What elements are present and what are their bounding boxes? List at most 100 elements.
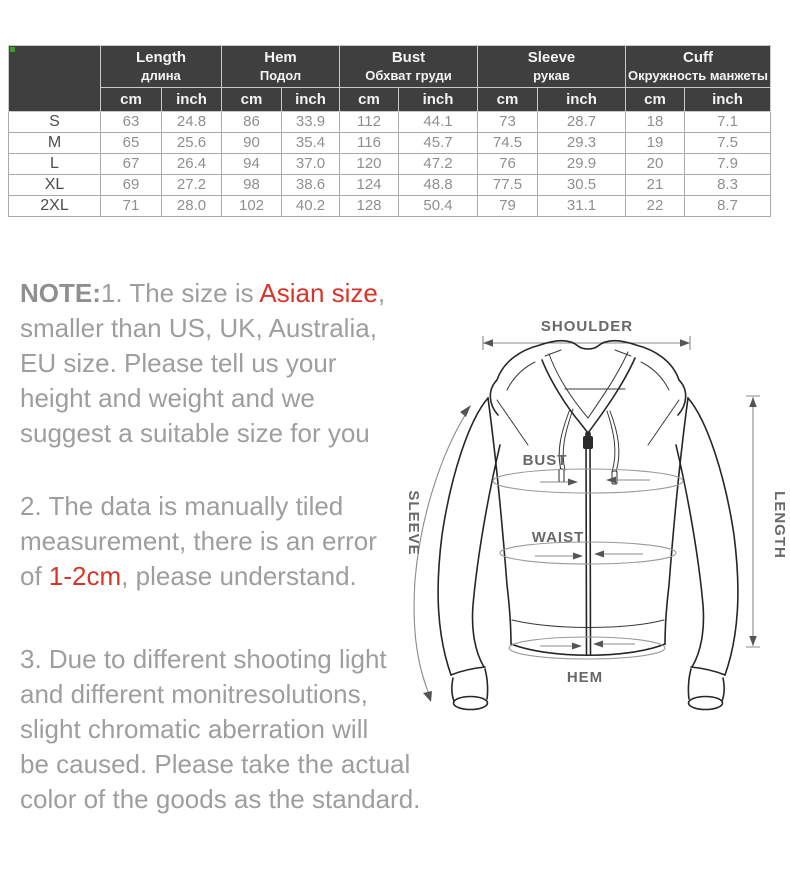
note-highlight: Asian size [259,278,378,308]
measurement-value: 90 [221,132,282,154]
note-text: smaller than US, UK, Australia, [20,313,377,343]
measurement-value: 29.3 [537,132,626,154]
measurement-value: 112 [339,111,399,133]
note-text: suggest a suitable size for you [20,418,370,448]
size-table: Length длина Hem Подол Bust Обхват груди Sleev… [8,45,771,217]
unit-cell-inch: inch [281,87,340,112]
hoodie-illustration: SHOULDER LENGTH SLEEVE [405,318,788,711]
measurement-value: 120 [339,153,399,175]
note-2: 2. The data is manually tiled measurement… [20,489,455,594]
size-name: XL [8,174,101,196]
measurement-value: 37.0 [281,153,340,175]
note-text: 3. Due to different shooting light [20,644,387,674]
note-text: , please understand. [121,561,357,591]
column-group-sleeve: Sleeve рукав [477,45,626,88]
note-text: , [377,278,386,308]
note-line: smaller than US, UK, Australia, [20,311,455,346]
unit-cell-cm: cm [477,87,538,112]
measurement-value: 67 [100,153,162,175]
column-title-ru: рукав [533,68,570,83]
column-title-en: Length [136,49,186,66]
measurement-value: 124 [339,174,399,196]
measurement-value: 63 [100,111,162,133]
size-name: 2XL [8,195,101,217]
unit-header-row: cm inch cm inch cm inch cm inch cm inch [9,87,771,112]
measurement-value: 73 [477,111,538,133]
measurement-value: 38.6 [281,174,340,196]
unit-cell-cm: cm [339,87,399,112]
size-row-2XL: 2XL 71 28.0 102 40.2 128 50.4 79 31.1 22 8.7 [8,195,771,217]
note-1: NOTE:1. The size is Asian size, smaller t… [20,276,455,451]
measurement-value: 7.9 [684,153,771,175]
note-text: slight chromatic aberration will [20,714,369,744]
measurement-header-row: Length длина Hem Подол Bust Обхват груди Sleev… [8,45,771,112]
measurement-value: 30.5 [537,174,626,196]
measurement-value: 33.9 [281,111,340,133]
column-title-en: Sleeve [527,49,576,66]
measurement-value: 35.4 [281,132,340,154]
measurement-value: 50.4 [398,195,478,217]
measurement-value: 27.2 [161,174,222,196]
column-title-ru: Обхват груди [365,68,452,83]
measurement-value: 44.1 [398,111,478,133]
measurement-value: 19 [625,132,685,154]
measurement-value: 28.0 [161,195,222,217]
measurement-value: 69 [100,174,162,196]
measurement-value: 65 [100,132,162,154]
bust-measure [492,468,684,494]
size-name: S [8,111,101,133]
note-text: and different monitresolutions, [20,679,368,709]
measurement-value: 7.1 [684,111,771,133]
note-line: measurement, there is an error [20,524,455,559]
waist-measure [499,541,677,565]
hood [489,339,687,435]
measurement-value: 48.8 [398,174,478,196]
drawstrings [558,408,620,485]
note-text: of [20,561,49,591]
measurement-value: 74.5 [477,132,538,154]
green-corner-mark [10,47,15,52]
note-text: 2. The data is manually tiled [20,491,344,521]
measurement-value: 29.9 [537,153,626,175]
measurement-value: 76 [477,153,538,175]
note-line: slight chromatic aberration will [20,712,455,747]
bust-label: BUST [523,452,568,469]
measurement-value: 7.5 [684,132,771,154]
column-title-ru: длина [141,68,181,83]
measurement-value: 71 [100,195,162,217]
measurement-value: 28.7 [537,111,626,133]
note-highlight: 1-2cm [48,561,122,591]
unit-cell-inch: inch [684,87,771,112]
column-title-ru: Окружность манжеты [628,68,768,83]
size-table-header: Length длина Hem Подол Bust Обхват груди Sleev… [8,45,771,112]
right-sleeve [675,397,739,711]
note-line: NOTE:1. The size is Asian size, [20,276,455,311]
size-name: M [8,132,101,154]
note-text: height and weight and we [20,383,315,413]
size-row-XL: XL 69 27.2 98 38.6 124 48.8 77.5 30.5 21 8.3 [8,174,771,196]
column-title-ru: Подол [259,68,302,83]
measurement-value: 98 [221,174,282,196]
measurement-value: 128 [339,195,399,217]
column-group-hem: Hem Подол [221,45,340,88]
size-row-M: M 65 25.6 90 35.4 116 45.7 74.5 29.3 19 7.5 [8,132,771,154]
size-row-S: S 63 24.8 86 33.9 112 44.1 73 28.7 18 7.1 [8,111,771,133]
measurement-value: 20 [625,153,685,175]
column-group-bust: Bust Обхват груди [339,45,478,88]
measurement-value: 8.3 [684,174,771,196]
note-line: and different monitresolutions, [20,677,455,712]
sleeve-dim-arrow [413,405,471,702]
column-title-en: Hem [264,49,297,66]
measurement-value: 24.8 [161,111,222,133]
measurement-value: 116 [339,132,399,154]
note-line: color of the goods as the standard. [20,782,455,817]
measurement-value: 47.2 [398,153,478,175]
length-label: LENGTH [771,491,788,559]
unit-cell-cm: cm [625,87,685,112]
hem-measure [508,636,666,660]
hem-label: HEM [567,669,603,686]
measurement-value: 8.7 [684,195,771,217]
measurement-value: 40.2 [281,195,340,217]
note-text: 1. The size is [100,278,260,308]
